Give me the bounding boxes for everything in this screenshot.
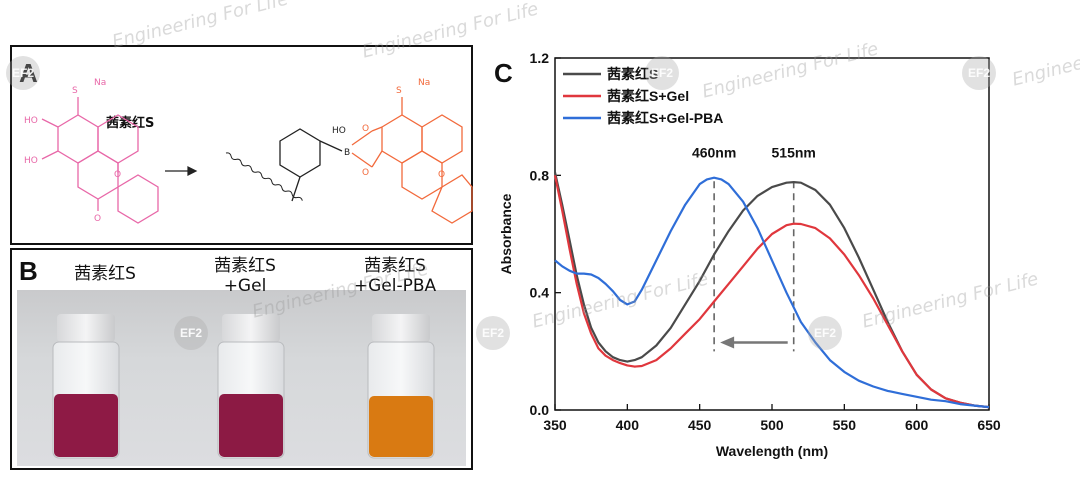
watermark-logo-5: EF2 — [476, 316, 510, 350]
vial-2 — [217, 314, 285, 459]
vial-3 — [367, 314, 435, 459]
y-axis-label: Absorbance — [498, 193, 514, 274]
vial-1-label-line1: 茜素红S — [74, 264, 136, 284]
reaction-arrow — [165, 166, 198, 176]
alizarin-na: Na — [94, 78, 106, 88]
alizarin-ho-1: HO — [24, 116, 38, 126]
legend-label-2: 茜素红S+Gel-PBA — [607, 110, 723, 126]
alizarin-o-2: O — [94, 214, 101, 224]
x-tick-label-400: 400 — [616, 417, 640, 433]
watermark-text-4: Engineering For Life — [1010, 26, 1080, 91]
x-tick-label-600: 600 — [905, 417, 929, 433]
x-tick-label-450: 450 — [688, 417, 712, 433]
alizarin-o-1: O — [114, 170, 121, 180]
shift-arrow-head — [720, 336, 735, 349]
vial-2-label-line2: +Gel — [223, 276, 267, 296]
panel-b-letter: B — [19, 256, 38, 286]
vials — [52, 314, 435, 459]
complex-o-2: O — [362, 168, 369, 178]
compound-label: 茜素红S — [106, 116, 155, 131]
vial-3-liquid — [369, 396, 433, 457]
phenylboronic-structure — [279, 128, 343, 202]
watermark-logo-3: EF2 — [962, 56, 996, 90]
y-tick-label-3: 1.2 — [530, 50, 550, 66]
complex-o-3: O — [438, 170, 445, 180]
panel-a-box — [10, 45, 473, 245]
panel-c-letter: C — [494, 58, 513, 88]
watermark-logo-1: EF2 — [6, 56, 40, 90]
x-tick-label-500: 500 — [760, 417, 784, 433]
vial-1-label: 茜素红S — [50, 264, 160, 284]
y-tick-label-0: 0.0 — [530, 402, 550, 418]
annotation-label-460nm: 460nm — [692, 145, 736, 161]
vial-3-label: 茜素红S +Gel-PBA — [335, 256, 455, 296]
series-line-2 — [554, 176, 990, 409]
y-tick-label-2: 0.8 — [530, 167, 550, 183]
vial-3-label-line2: +Gel-PBA — [353, 276, 437, 296]
reaction-scheme: Na S HO HO O O HO B Na S O O O — [24, 78, 473, 224]
series-line-1 — [553, 175, 990, 409]
panel-a-letter: A — [19, 58, 38, 88]
complex-structure — [351, 97, 473, 224]
y-tick-label-1: 0.4 — [530, 285, 550, 301]
vial-1-liquid — [54, 394, 118, 457]
vial-1 — [52, 314, 120, 459]
legend-label-0: 茜素红S — [607, 66, 658, 82]
alizarin-s: S — [72, 86, 78, 96]
vial-3-label-line1: 茜素红S — [364, 256, 426, 276]
watermark-logo-4: EF2 — [174, 316, 208, 350]
watermark-logo-2: EF2 — [645, 56, 679, 90]
x-tick-label-550: 550 — [833, 417, 857, 433]
boron-b: B — [344, 148, 350, 158]
vial-2-label-line1: 茜素红S — [214, 256, 276, 276]
alizarin-ho-2: HO — [24, 156, 38, 166]
legend-label-1: 茜素红S+Gel — [607, 88, 689, 104]
complex-na: Na — [418, 78, 430, 88]
complex-s: S — [396, 86, 402, 96]
x-axis-label: Wavelength (nm) — [716, 443, 828, 459]
x-tick-label-350: 350 — [543, 417, 567, 433]
watermark-logo-6: EF2 — [808, 316, 842, 350]
boron-ho: HO — [332, 126, 346, 136]
absorbance-chart: 350 400 450 500 550 600 650 0.0 0.4 0.8 1.2 Wavelen… — [498, 50, 1001, 459]
x-tick-label-650: 650 — [977, 417, 1001, 433]
complex-o-1: O — [362, 124, 369, 134]
polymer-chain — [225, 152, 303, 201]
vial-2-label: 茜素红S +Gel — [190, 256, 300, 296]
vial-2-liquid — [219, 394, 283, 457]
alizarin-structure — [41, 97, 159, 224]
annotation-label-515nm: 515nm — [772, 145, 816, 161]
